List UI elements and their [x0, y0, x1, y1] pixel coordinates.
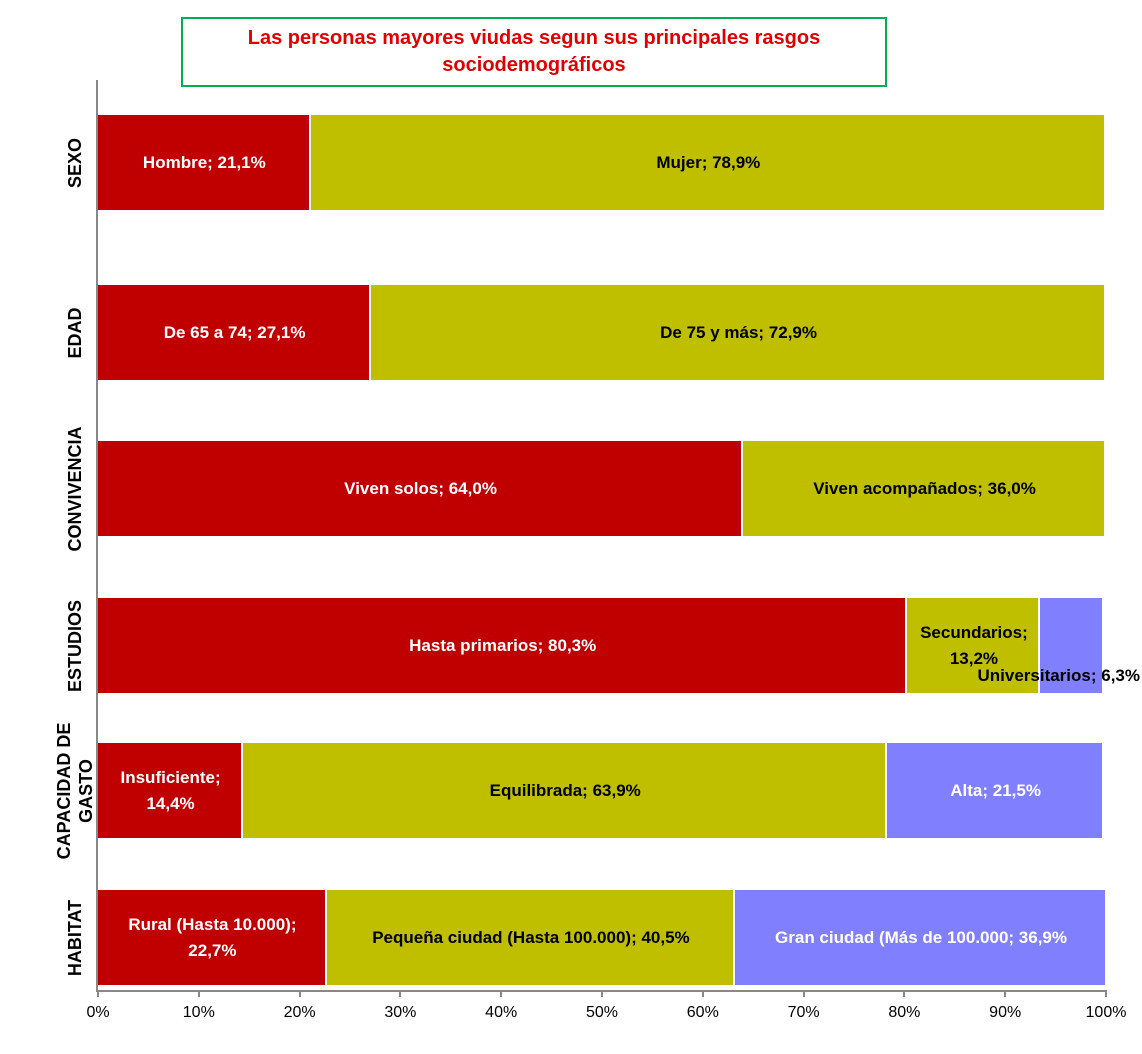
- data-label: Secundarios; 13,2%: [920, 622, 1028, 668]
- x-tick-label: 50%: [585, 1004, 619, 1021]
- data-label: Hombre; 21,1%: [142, 152, 266, 172]
- data-label: Equilibrada; 63,9%: [489, 780, 641, 800]
- data-label: Viven acompañados; 36,0%: [813, 478, 1036, 498]
- x-tick: [701, 990, 704, 997]
- x-tick: [1105, 990, 1107, 997]
- x-tick-label: 80%: [888, 1004, 921, 1021]
- bar-segment: [98, 890, 327, 985]
- data-label: Gran ciudad (Más de 100.000; 36,9%: [775, 927, 1067, 947]
- bar-segment: [887, 743, 1104, 838]
- data-label: Hasta primarios; 80,3%: [409, 635, 597, 655]
- x-tick: [500, 990, 503, 997]
- bar-segment: [98, 285, 372, 380]
- y-axis: [96, 80, 98, 992]
- x-tick: [399, 990, 402, 997]
- x-tick-label: 20%: [283, 1004, 316, 1021]
- data-label: De 65 a 74; 27,1%: [163, 322, 306, 342]
- bar-segment: [371, 285, 1106, 380]
- x-tick: [97, 990, 99, 997]
- x-tick-label: 70%: [787, 1004, 820, 1021]
- bar-segment: [98, 743, 244, 838]
- data-label: Universitarios; 6,3%: [977, 666, 1140, 685]
- bar-segment: [98, 441, 744, 536]
- data-label: De 75 y más; 72,9%: [660, 322, 818, 342]
- bar-segment: [907, 598, 1041, 693]
- data-label: Pequeña ciudad (Hasta 100.000); 40,5%: [372, 927, 690, 947]
- bar-segment: [1040, 598, 1104, 693]
- data-label: Alta; 21,5%: [950, 780, 1041, 800]
- bar-segment: [243, 743, 888, 838]
- bar-segment: [735, 890, 1107, 985]
- x-tick: [903, 990, 906, 997]
- data-label: Viven solos; 64,0%: [344, 478, 497, 498]
- x-tick-label: 60%: [686, 1004, 719, 1021]
- x-tick-label: 0%: [86, 1004, 110, 1021]
- bar-segment: [743, 441, 1106, 536]
- x-tick: [1004, 990, 1007, 997]
- chart-title: Las personas mayores viudas segun sus pr…: [181, 17, 887, 87]
- category-label: HABITAT: [65, 899, 85, 976]
- x-tick: [802, 990, 805, 997]
- x-tick-label: 90%: [989, 1004, 1022, 1021]
- x-tick-label: 100%: [1085, 1004, 1127, 1021]
- x-tick: [601, 990, 603, 997]
- data-label: Insuficiente; 14,4%: [120, 767, 221, 813]
- data-label: Rural (Hasta 10.000); 22,7%: [128, 914, 297, 960]
- bar-segment: [98, 115, 311, 210]
- x-tick-label: 10%: [182, 1004, 215, 1021]
- x-tick: [298, 990, 301, 997]
- bar-segment: [326, 890, 736, 985]
- bar-segment: [310, 115, 1106, 210]
- data-label: Mujer; 78,9%: [656, 152, 761, 172]
- x-tick-label: 40%: [485, 1004, 518, 1021]
- x-tick: [197, 990, 200, 997]
- bar-segment: [98, 598, 908, 693]
- x-tick-label: 30%: [384, 1004, 417, 1021]
